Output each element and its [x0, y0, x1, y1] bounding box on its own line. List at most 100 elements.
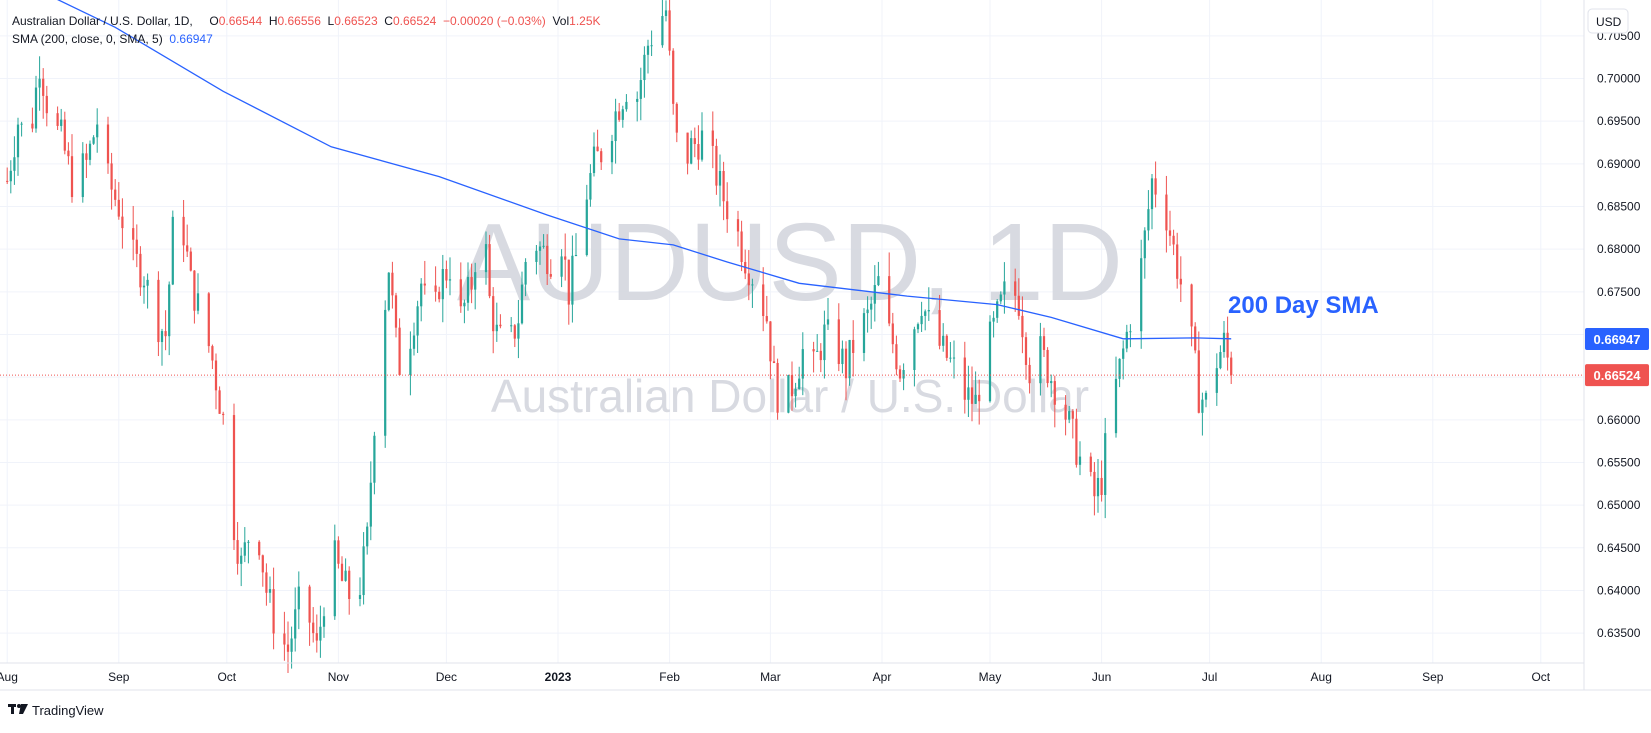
candle-body	[45, 95, 48, 114]
candle-body	[369, 482, 372, 527]
candle-body	[6, 180, 9, 182]
y-tick-label: 0.70000	[1597, 72, 1641, 86]
y-tick-label: 0.67500	[1597, 285, 1641, 299]
candle-body	[625, 101, 628, 110]
candle-body	[142, 285, 146, 288]
candle-body	[42, 78, 45, 96]
candle-body	[474, 272, 477, 290]
candle-body	[1046, 349, 1049, 384]
candle-body	[1068, 411, 1071, 420]
x-tick-label: Jun	[1092, 670, 1111, 684]
candle-body	[423, 283, 426, 286]
candle-body	[895, 344, 898, 370]
candle-body	[315, 633, 318, 641]
candle-body	[1215, 368, 1218, 393]
x-tick-label: Aug	[0, 670, 18, 684]
candle-body	[121, 216, 124, 229]
candle-body	[85, 153, 88, 160]
sma-row[interactable]: SMA (200, close, 0, SMA, 5) 0.66947	[12, 30, 601, 48]
candle-body	[1096, 477, 1100, 497]
candle-body	[639, 80, 642, 99]
candle-body	[938, 310, 941, 346]
candle-body	[585, 199, 588, 255]
candle-body	[722, 170, 725, 202]
candle-body	[524, 261, 527, 285]
candle-body	[81, 153, 84, 198]
candle-body	[945, 335, 948, 358]
y-tick-label: 0.64000	[1597, 583, 1641, 597]
candle-body	[916, 324, 920, 330]
candle-body	[63, 119, 66, 151]
tradingview-brand[interactable]: TradingView	[8, 702, 104, 718]
candle-body	[574, 254, 578, 256]
candle-body	[1028, 364, 1031, 384]
candle-body	[171, 216, 174, 285]
candle-body	[672, 50, 675, 104]
chart-legend: Australian Dollar / U.S. Dollar, 1D, O0.…	[12, 12, 601, 48]
svg-text:0.66524: 0.66524	[1594, 368, 1642, 383]
candle-body	[877, 276, 880, 286]
candle-body	[1039, 336, 1042, 384]
candle-body	[196, 293, 200, 311]
candle-body	[718, 170, 722, 186]
low-value: 0.66523	[334, 14, 378, 28]
candle-body	[560, 256, 563, 277]
candle-body	[794, 388, 797, 397]
symbol-label[interactable]: Australian Dollar / U.S. Dollar, 1D,	[12, 14, 193, 28]
candle-body	[1104, 433, 1107, 495]
candle-body	[207, 293, 210, 347]
candle-body	[798, 378, 801, 389]
candle-body	[826, 319, 830, 325]
candle-body	[1222, 332, 1226, 353]
candle-body	[1122, 348, 1125, 359]
candle-body	[636, 98, 639, 102]
candle-body	[949, 357, 952, 359]
candle-body	[348, 570, 351, 600]
candle-body	[416, 306, 419, 336]
candlestick-series	[6, 0, 1233, 673]
candle-body	[412, 335, 416, 349]
candle-body	[812, 349, 815, 352]
candle-body	[661, 16, 664, 46]
candle-body	[898, 369, 902, 379]
candle-body	[106, 124, 110, 164]
candle-body	[1014, 281, 1017, 296]
candle-body	[1129, 331, 1132, 333]
candle-body	[272, 589, 275, 634]
x-tick-label: Oct	[1531, 670, 1550, 684]
candle-body	[218, 390, 221, 414]
candle-body	[942, 335, 945, 346]
watermark-name: Australian Dollar / U.S. Dollar	[491, 370, 1089, 422]
candle-body	[240, 555, 243, 564]
y-tick-label: 0.65500	[1597, 455, 1641, 469]
candle-body	[70, 156, 74, 198]
candle-body	[358, 595, 362, 600]
candle-body	[693, 138, 696, 145]
candle-body	[31, 123, 34, 129]
sma-200-line	[57, 0, 1232, 340]
close-value: 0.66524	[392, 14, 437, 28]
candle-body	[60, 119, 63, 126]
candle-body	[362, 546, 365, 596]
candle-body	[888, 276, 891, 324]
candle-body	[92, 137, 95, 144]
candle-body	[790, 375, 794, 397]
candle-body	[1147, 209, 1150, 231]
candle-body	[520, 284, 524, 324]
y-tick-label: 0.65000	[1597, 498, 1641, 512]
watermark-ticker: AUDUSD, 1D	[457, 201, 1123, 324]
candle-body	[726, 201, 729, 220]
candle-body	[1179, 278, 1182, 285]
candle-body	[294, 609, 297, 639]
candle-body	[394, 295, 398, 328]
currency-button[interactable]: USD	[1587, 8, 1629, 34]
candle-body	[236, 540, 239, 564]
y-tick-label: 0.69500	[1597, 114, 1641, 128]
candle-body	[1093, 471, 1096, 497]
candle-body	[571, 255, 574, 305]
candle-body	[114, 189, 117, 200]
candle-body	[510, 325, 513, 327]
candle-body	[1168, 230, 1172, 236]
